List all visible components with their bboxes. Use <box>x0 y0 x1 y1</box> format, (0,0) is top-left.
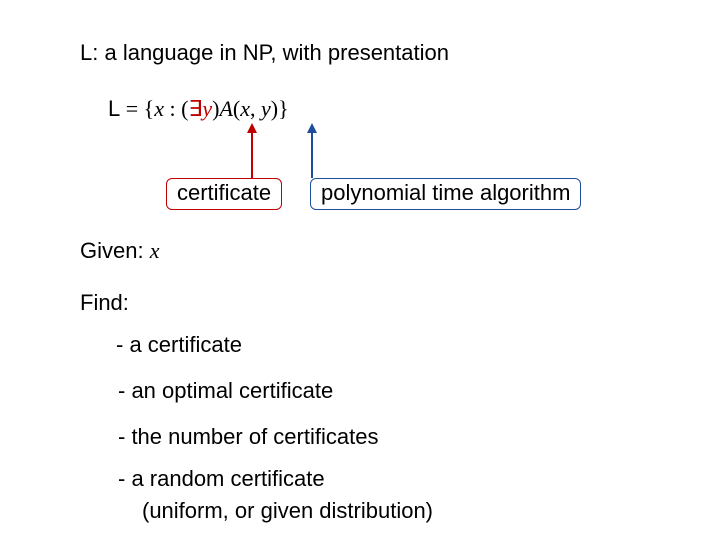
algorithm-label: polynomial time algorithm <box>321 180 570 205</box>
title-rest: : a language in NP, with presentation <box>92 40 449 65</box>
title-L: L <box>80 40 92 65</box>
formula-L: L <box>108 96 120 121</box>
given-label: Given: <box>80 238 150 263</box>
formula-y2: y <box>261 96 271 121</box>
find-item-5: (uniform, or given distribution) <box>142 498 433 524</box>
certificate-label: certificate <box>177 180 271 205</box>
formula-eq-open: = { <box>120 96 154 121</box>
find-item-4: - a random certificate <box>118 466 325 492</box>
formula-y: y <box>202 96 212 121</box>
formula-x2: x <box>240 96 250 121</box>
certificate-box: certificate <box>166 178 282 210</box>
algorithm-box: polynomial time algorithm <box>310 178 581 210</box>
slide: L: a language in NP, with presentation L… <box>0 0 720 540</box>
formula-exists: ∃ <box>188 96 202 121</box>
arrows-svg <box>0 0 720 540</box>
formula-comma: , <box>250 96 261 121</box>
find-item-3: - the number of certificates <box>118 424 378 450</box>
find-label: Find: <box>80 290 129 316</box>
formula-A: A <box>219 96 232 121</box>
given-line: Given: x <box>80 238 159 264</box>
given-var: x <box>150 238 160 263</box>
find-item-2: - an optimal certificate <box>118 378 333 404</box>
formula-colon-open: : ( <box>164 96 188 121</box>
formula: L = {x : (∃y)A(x, y)} <box>108 96 289 122</box>
title-line: L: a language in NP, with presentation <box>80 40 449 66</box>
formula-close-args: )} <box>271 96 289 121</box>
formula-x: x <box>154 96 164 121</box>
find-item-1: - a certificate <box>116 332 242 358</box>
